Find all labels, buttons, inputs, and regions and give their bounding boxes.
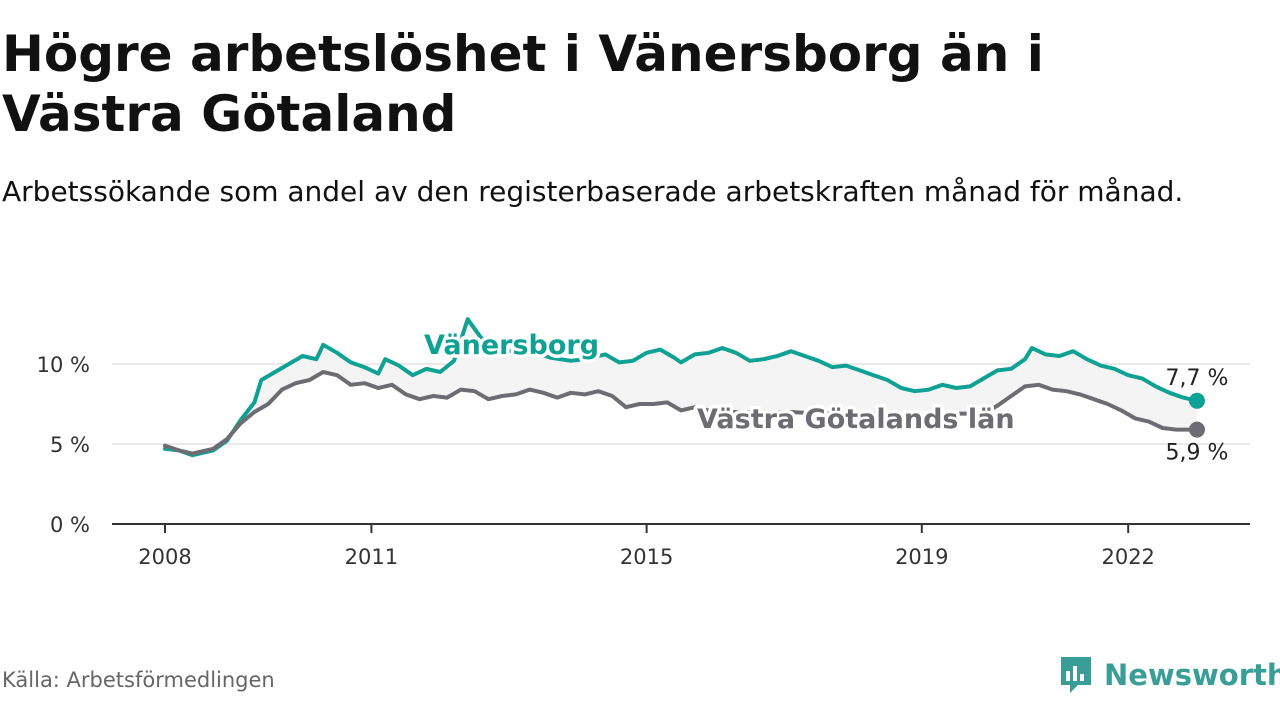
series-labels: 7,7 % 5,9 % Vänersborg Västra Götalands län [421,327,1229,466]
brand-name: Newsworthy [1104,658,1280,692]
x-tick-label: 2011 [345,545,398,569]
series-label-vastra-gotaland: Västra Götalands län [697,404,1015,435]
x-tick-label: 2008 [138,545,191,569]
source-note: Källa: Arbetsförmedlingen [2,668,275,692]
end-point-vastra-gotaland [1189,421,1205,438]
y-tick-label: 0 % [50,513,90,537]
difference-band [165,319,1197,456]
data-label-vastra-gotaland: 5,9 % [1166,441,1229,466]
newsworthy-logo-icon [1061,657,1091,693]
axes: 0 % 5 % 10 % 2008 2011 2015 2019 2022 [37,353,1250,569]
series-label-vanersborg: Vänersborg [424,330,599,361]
series-difference-area [165,319,1197,456]
chart-subtitle: Arbetssökande som andel av den registerb… [2,175,1184,208]
data-label-vanersborg: 7,7 % [1166,366,1229,391]
series-line-vanersborg [163,317,1199,458]
chart-title: Högre arbetslöshet i Vänersborg än i Väs… [2,25,1044,143]
end-point-vanersborg [1189,392,1205,409]
y-tick-label: 5 % [50,433,90,457]
series-line-vastra-gotaland [163,370,1199,456]
x-tick-label: 2019 [895,545,948,569]
x-tick-label: 2022 [1101,545,1154,569]
brand-logo[interactable]: Newsworthy [1058,655,1280,695]
series-lines [163,317,1205,458]
y-tick-label: 10 % [37,353,90,377]
x-tick-label: 2015 [620,545,673,569]
